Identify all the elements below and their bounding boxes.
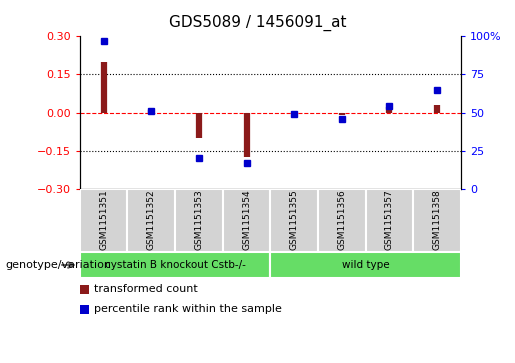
Bar [222,189,270,252]
Bar [80,189,128,252]
Text: GSM1151351: GSM1151351 [99,189,108,250]
Text: GSM1151353: GSM1151353 [195,189,203,250]
Text: GSM1151355: GSM1151355 [290,189,299,250]
Bar [413,189,461,252]
Text: GSM1151354: GSM1151354 [242,189,251,250]
Text: GSM1151357: GSM1151357 [385,189,394,250]
Text: cystatin B knockout Cstb-/-: cystatin B knockout Cstb-/- [105,260,246,270]
Bar [128,189,175,252]
Bar [366,189,413,252]
Text: GDS5089 / 1456091_at: GDS5089 / 1456091_at [169,15,346,31]
Text: wild type: wild type [342,260,389,270]
Text: transformed count: transformed count [94,285,198,294]
Text: GSM1151358: GSM1151358 [433,189,441,250]
Text: percentile rank within the sample: percentile rank within the sample [94,305,282,314]
Bar [270,252,461,278]
Text: GSM1151352: GSM1151352 [147,189,156,250]
Text: genotype/variation: genotype/variation [5,260,111,270]
Bar [318,189,366,252]
Bar [175,189,222,252]
Text: GSM1151356: GSM1151356 [337,189,346,250]
Bar [80,252,270,278]
Bar [270,189,318,252]
